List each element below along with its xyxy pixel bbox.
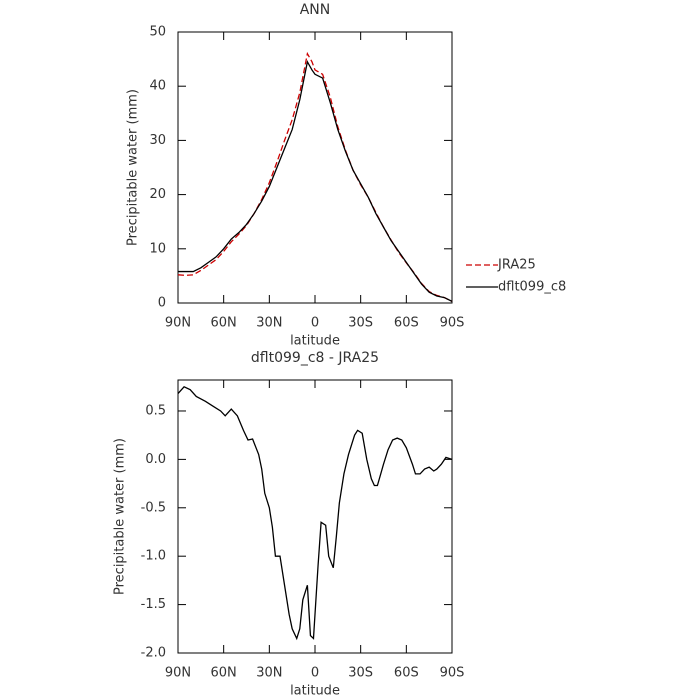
y-tick-label: 20 <box>149 187 166 202</box>
x-axis-label: latitude <box>290 334 340 349</box>
x-tick-label: 90S <box>440 316 465 331</box>
y-tick-label: 0 <box>158 296 166 311</box>
y-tick-label: 10 <box>149 241 166 256</box>
x-tick-label: 60N <box>211 316 237 331</box>
x-tick-label: 90N <box>165 666 191 681</box>
data-line <box>177 51 453 302</box>
x-tick-label: 30N <box>256 316 282 331</box>
x-tick-label: 60N <box>211 666 237 681</box>
data-line <box>177 385 453 641</box>
x-tick-label: 60S <box>394 316 419 331</box>
x-tick-label: 30S <box>348 316 373 331</box>
y-axis-label: Precipitable water (mm) <box>113 438 128 595</box>
x-tick-label: 0 <box>311 666 319 681</box>
x-tick-label: 0 <box>311 316 319 331</box>
x-axis-label: latitude <box>290 684 340 699</box>
x-tick-label: 90S <box>440 666 465 681</box>
y-tick-label: 40 <box>149 79 166 94</box>
x-tick-label: 60S <box>394 666 419 681</box>
y-tick-label: -2.0 <box>141 646 166 661</box>
x-tick-label: 30N <box>256 666 282 681</box>
chart-title: dflt099_c8 - JRA25 <box>251 350 379 366</box>
x-tick-label: 90N <box>165 316 191 331</box>
data-line <box>178 59 453 302</box>
y-tick-label: 0.0 <box>145 452 166 467</box>
legend-label: dflt099_c8 <box>498 280 566 295</box>
y-tick-label: 30 <box>149 133 166 148</box>
chart-title: ANN <box>300 2 331 18</box>
y-tick-label: -0.5 <box>141 500 166 515</box>
x-tick-label: 30S <box>348 666 373 681</box>
legend-label: JRA25 <box>497 258 536 273</box>
plot-frame <box>177 31 453 304</box>
y-axis-label: Precipitable water (mm) <box>126 89 141 246</box>
y-tick-label: 50 <box>149 25 166 40</box>
y-tick-label: -1.0 <box>141 549 166 564</box>
y-tick-label: 0.5 <box>145 403 166 418</box>
y-tick-label: -1.5 <box>141 597 166 612</box>
